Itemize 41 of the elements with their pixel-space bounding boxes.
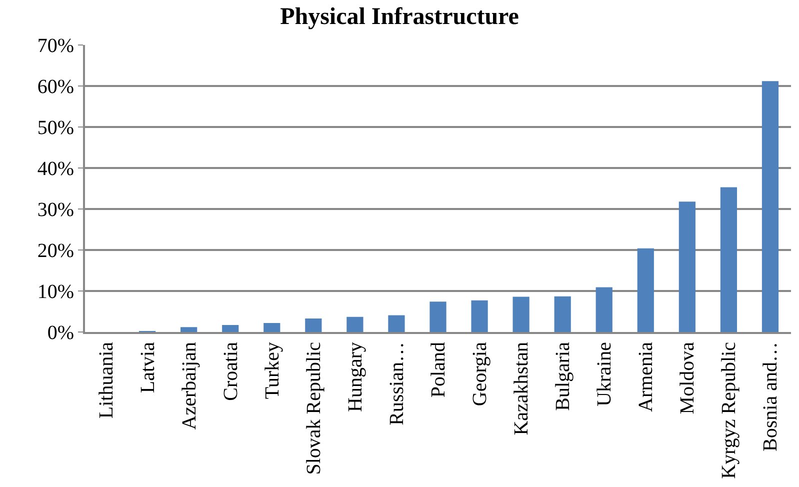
x-tick-label: Azerbaijan — [178, 342, 200, 430]
bar — [637, 248, 654, 332]
y-tick-label: 0% — [47, 322, 74, 344]
x-tick-label: Turkey — [261, 342, 284, 400]
bar — [762, 81, 779, 332]
x-tick-label: Bosnia and… — [760, 342, 782, 452]
x-tick-label: Ukraine — [594, 342, 616, 406]
bar — [222, 325, 239, 332]
x-tick-label: Moldova — [676, 342, 699, 414]
x-tick-label: Lithuania — [95, 342, 118, 419]
bar — [264, 322, 280, 332]
bar — [554, 296, 571, 332]
bar — [180, 327, 198, 332]
x-tick-label: Hungary — [344, 342, 366, 412]
chart-title: Physical Infrastructure — [280, 4, 520, 30]
bar — [471, 300, 488, 332]
x-tick-label: Georgia — [469, 342, 492, 406]
y-tick-label: 60% — [37, 76, 74, 98]
y-tick-label: 40% — [37, 158, 74, 180]
bar — [512, 296, 530, 332]
bar — [388, 315, 405, 332]
x-tick-label: Armenia — [635, 342, 658, 412]
x-tick-label: Kazakhstan — [510, 342, 533, 436]
x-tick-label: Kyrgyz Republic — [718, 342, 740, 479]
bar — [596, 287, 612, 332]
bar — [346, 316, 364, 332]
x-tick-label: Bulgaria — [552, 342, 574, 411]
x-tick-label: Russian… — [386, 342, 408, 426]
x-tick-label: Slovak Republic — [302, 342, 325, 475]
y-tick-label: 70% — [37, 35, 74, 57]
y-tick-label: 20% — [37, 240, 74, 262]
bar — [430, 302, 446, 332]
y-tick-label: 10% — [37, 281, 74, 303]
x-tick-label: Latvia — [136, 342, 159, 394]
y-tick-label: 50% — [37, 117, 74, 139]
bar — [678, 202, 696, 332]
x-tick-label: Poland — [428, 342, 450, 398]
bar — [305, 318, 322, 332]
x-tick-label: Croatia — [220, 342, 242, 401]
bar — [720, 187, 738, 332]
y-tick-label: 30% — [37, 199, 74, 221]
